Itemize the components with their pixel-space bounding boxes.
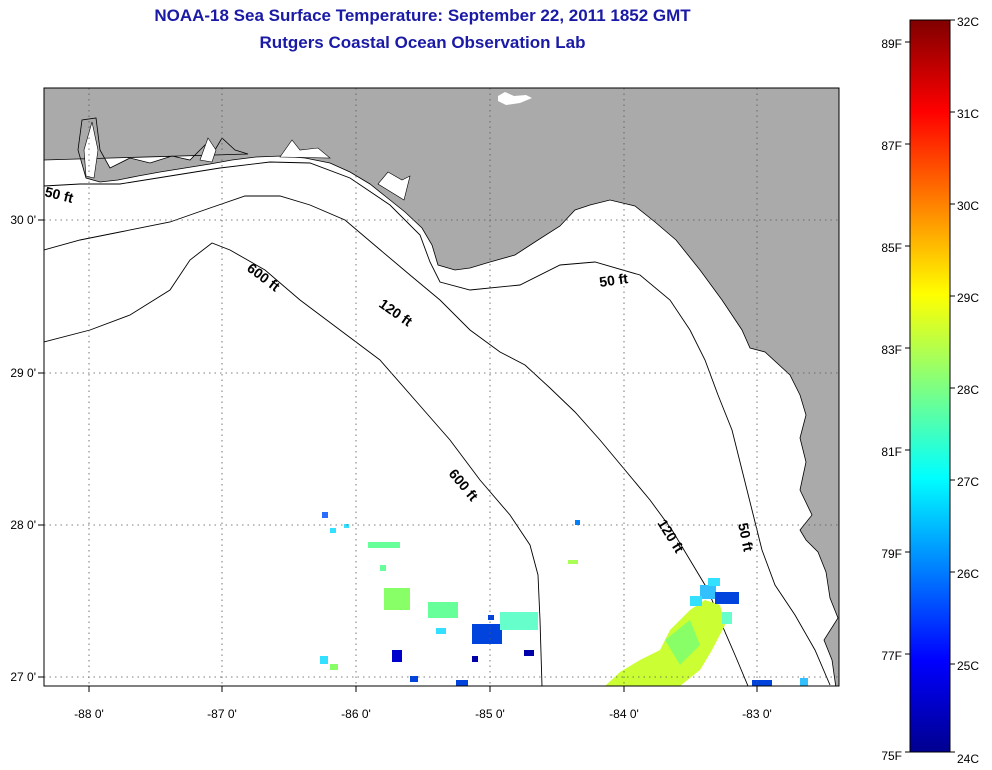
colorbar-celsius-label: 32C xyxy=(957,15,979,29)
lat-tick-label: 28 0' xyxy=(10,518,36,532)
colorbar-celsius-label: 25C xyxy=(957,659,979,673)
colorbar-fahrenheit-label: 89F xyxy=(881,37,902,51)
colorbar-fahrenheit-label: 77F xyxy=(881,649,902,663)
colorbar-celsius-label: 28C xyxy=(957,383,979,397)
colorbar-fahrenheit-label: 87F xyxy=(881,139,902,153)
colorbar xyxy=(909,19,951,753)
lat-tick-label: 30 0' xyxy=(10,213,36,227)
colorbar-fahrenheit-label: 75F xyxy=(881,749,902,763)
contour-label: 50 ft xyxy=(43,183,75,206)
colorbar-celsius-label: 27C xyxy=(957,475,979,489)
lon-tick-label: -86 0' xyxy=(341,707,371,721)
colorbar-fahrenheit-label: 83F xyxy=(881,343,902,357)
map-title: NOAA-18 Sea Surface Temperature: Septemb… xyxy=(154,6,691,25)
land-mass xyxy=(44,88,839,686)
colorbar-fahrenheit-label: 79F xyxy=(881,547,902,561)
colorbar-ticks xyxy=(905,19,955,753)
colorbar-celsius-label: 26C xyxy=(957,567,979,581)
colorbar-fahrenheit-label: 85F xyxy=(881,241,902,255)
map-ticks xyxy=(38,219,758,692)
lat-tick-label: 29 0' xyxy=(10,366,36,380)
contour-120ft xyxy=(44,195,749,686)
bay xyxy=(83,121,99,179)
map-subtitle: Rutgers Coastal Ocean Observation Lab xyxy=(259,33,586,52)
lat-tick-label: 27 0' xyxy=(10,670,36,684)
lon-tick-label: -84 0' xyxy=(609,707,639,721)
bay xyxy=(279,139,331,159)
sst-data-patches xyxy=(320,512,808,686)
colorbar-celsius-label: 30C xyxy=(957,199,979,213)
contour-label: 50 ft xyxy=(598,270,629,290)
lon-tick-label: -88 0' xyxy=(74,707,104,721)
graticule xyxy=(44,88,839,686)
colorbar-celsius-label: 24C xyxy=(957,752,979,766)
map-frame xyxy=(43,87,840,687)
colorbar-celsius-label: 29C xyxy=(957,291,979,305)
contour-label: 50 ft xyxy=(735,521,757,553)
colorbar-fahrenheit-label: 81F xyxy=(881,445,902,459)
lon-tick-label: -85 0' xyxy=(475,707,505,721)
contour-50ft xyxy=(44,161,831,686)
inland-lake xyxy=(498,92,532,105)
lon-tick-label: -87 0' xyxy=(207,707,237,721)
bay xyxy=(199,137,217,163)
bay xyxy=(377,171,411,201)
colorbar-celsius-label: 31C xyxy=(957,107,979,121)
lon-tick-label: -83 0' xyxy=(742,707,772,721)
contour-600ft xyxy=(44,242,543,686)
